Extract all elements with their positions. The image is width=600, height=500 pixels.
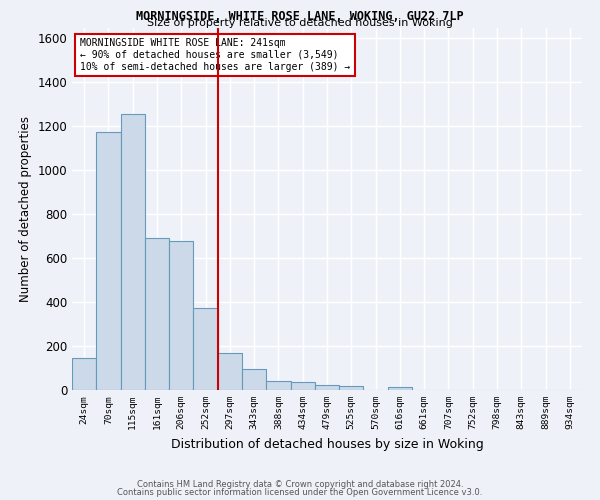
Bar	[72, 358, 96, 390]
X-axis label: Distribution of detached houses by size in Woking: Distribution of detached houses by size …	[170, 438, 484, 450]
Y-axis label: Number of detached properties: Number of detached properties	[19, 116, 32, 302]
Bar	[121, 114, 145, 390]
Bar	[290, 382, 315, 390]
Bar	[193, 308, 218, 390]
Bar	[242, 369, 266, 390]
Text: MORNINGSIDE WHITE ROSE LANE: 241sqm
← 90% of detached houses are smaller (3,549): MORNINGSIDE WHITE ROSE LANE: 241sqm ← 90…	[80, 38, 350, 72]
Text: Contains public sector information licensed under the Open Government Licence v3: Contains public sector information licen…	[118, 488, 482, 497]
Bar	[145, 238, 169, 390]
Text: Contains HM Land Registry data © Crown copyright and database right 2024.: Contains HM Land Registry data © Crown c…	[137, 480, 463, 489]
Bar	[339, 386, 364, 390]
Bar	[96, 132, 121, 390]
Bar	[266, 381, 290, 390]
Bar	[218, 353, 242, 390]
Text: Size of property relative to detached houses in Woking: Size of property relative to detached ho…	[147, 18, 453, 28]
Text: MORNINGSIDE, WHITE ROSE LANE, WOKING, GU22 7LP: MORNINGSIDE, WHITE ROSE LANE, WOKING, GU…	[136, 10, 464, 23]
Bar	[169, 240, 193, 390]
Bar	[315, 385, 339, 390]
Bar	[388, 386, 412, 390]
